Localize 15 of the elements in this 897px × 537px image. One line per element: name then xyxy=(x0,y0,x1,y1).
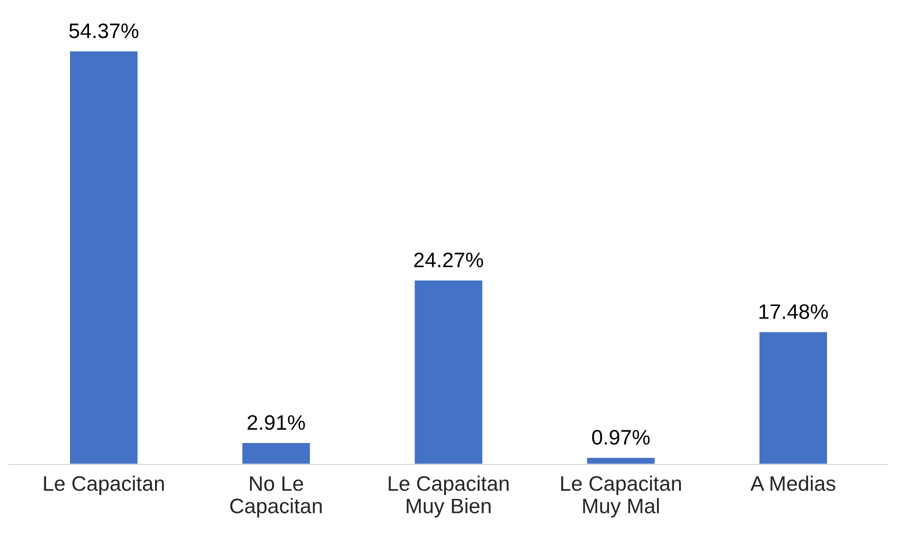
data-label: 0.97% xyxy=(592,430,650,445)
x-tick-label: Le Capacitan xyxy=(44,476,164,496)
x-tick-label: Le Capacitan Muy Bien xyxy=(388,476,509,518)
bar xyxy=(240,442,312,465)
data-label: 17.48% xyxy=(759,304,828,320)
data-label: 2.91% xyxy=(248,415,305,430)
x-tick-label: Le Capacitan Muy Mal xyxy=(561,476,681,518)
bar xyxy=(413,279,484,465)
bar xyxy=(68,50,139,465)
bar xyxy=(758,330,828,465)
data-label: 24.27% xyxy=(414,252,484,268)
data-label: 54.37% xyxy=(69,23,138,38)
x-tick-label: A Medias xyxy=(750,476,836,491)
bar xyxy=(586,456,656,465)
x-tick-label: No Le Capacitan xyxy=(230,476,322,518)
